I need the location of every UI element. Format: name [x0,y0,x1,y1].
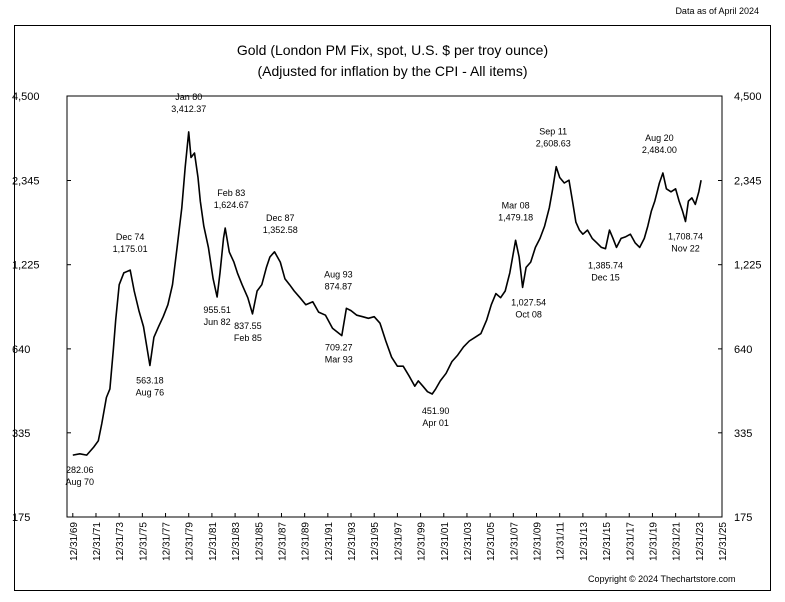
y-tick-label-left: 335 [12,428,30,440]
chart-frame [14,25,771,591]
x-tick-label: 12/31/15 [602,522,613,561]
x-tick-label: 12/31/07 [509,522,520,561]
annotation-date: Dec 74 [116,232,145,242]
x-tick-label: 12/31/95 [370,522,381,561]
x-tick-label: 12/31/17 [625,522,636,561]
annotation-value: 1,175.01 [113,244,148,254]
annotation-value: 1,479.18 [498,212,533,222]
annotation-date: Aug 76 [136,387,165,397]
chart-subtitle: (Adjusted for inflation by the CPI - All… [257,63,528,79]
x-tick-label: 12/31/11 [556,522,567,561]
annotation-value: 282.06 [66,465,94,475]
x-tick-label: 12/31/21 [672,522,683,561]
copyright-note: Copyright © 2024 Thechartstore.com [588,574,736,584]
annotation-value: 451.90 [422,406,450,416]
annotation-date: Jun 82 [204,317,231,327]
annotation-value: 1,027.54 [511,297,546,307]
annotation-date: Sep 11 [539,127,567,137]
annotation-date: Mar 93 [325,355,353,365]
x-tick-label: 12/31/87 [277,522,288,561]
y-tick-label-right: 640 [734,344,752,356]
annotation-value: 837.55 [234,321,262,331]
annotation-value: 955.51 [203,305,231,315]
annotation-value: 2,608.63 [536,139,571,149]
y-tick-label-left: 4,500 [12,91,40,103]
x-tick-label: 12/31/69 [69,522,80,561]
y-tick-label-right: 335 [734,428,752,440]
x-tick-label: 12/31/05 [486,522,497,561]
annotation-date: Jan 80 [175,92,202,102]
annotation-value: 1,352.58 [263,225,298,235]
x-tick-label: 12/31/03 [463,522,474,561]
plot-area [66,95,723,518]
annotation-value: 874.87 [325,281,353,291]
x-tick-label: 12/31/91 [324,522,335,561]
y-tick-label-left: 640 [12,344,30,356]
annotation-value: 3,412.37 [171,104,206,114]
x-tick-label: 12/31/09 [533,522,544,561]
x-axis: 12/31/69 12/31/71 12/31/73 12/31/75 12/31/77… [69,513,729,561]
annotation-value: 563.18 [136,375,164,385]
annotation-date: Feb 83 [217,188,245,198]
y-tick-label-right: 4,500 [734,91,762,103]
series-line [72,131,702,456]
x-tick-label: 12/31/97 [393,522,404,561]
x-tick-label: 12/31/81 [208,522,219,561]
series-layer [72,131,702,456]
annotation-date: Feb 85 [234,333,262,343]
y-tick-label-left: 175 [12,512,30,524]
x-tick-label: 12/31/75 [138,522,149,561]
annotation-date: Dec 15 [591,273,620,283]
x-tick-label: 12/31/83 [231,522,242,561]
x-tick-label: 12/31/01 [440,522,451,561]
annotation-value: 709.27 [325,343,353,353]
x-tick-label: 12/31/79 [185,522,196,561]
x-tick-label: 12/31/73 [115,522,126,561]
annotation-date: Aug 93 [324,269,353,279]
x-tick-label: 12/31/23 [695,522,706,561]
y-tick-label-right: 1,225 [734,260,762,272]
y-tick-label-right: 2,345 [734,176,762,188]
annotation-date: Mar 08 [502,200,530,210]
annotation-date: Dec 87 [266,213,295,223]
annotation-date: Oct 08 [515,309,542,319]
x-tick-label: 12/31/93 [347,522,358,561]
x-tick-label: 12/31/25 [718,522,729,561]
y-axis-left: 175 335 640 1,225 2,345 4,500 [12,91,71,524]
y-tick-label-right: 175 [734,512,752,524]
annotation-date: Aug 20 [645,133,674,143]
x-tick-label: 12/31/89 [301,522,312,561]
annotations-layer: 282.06 Aug 70 Dec 74 1,175.01 563.18 Aug 76 Ja… [65,92,703,487]
x-tick-label: 12/31/85 [254,522,265,561]
x-tick-label: 12/31/99 [417,522,428,561]
data-as-of-note: Data as of April 2024 [675,6,759,16]
annotation-value: 2,484.00 [642,145,677,155]
chart-title: Gold (London PM Fix, spot, U.S. $ per tr… [236,42,549,58]
annotation-value: 1,385.74 [588,261,623,271]
annotation-value: 1,708.74 [668,232,703,242]
annotation-date: Nov 22 [671,244,700,254]
y-axis-right: 175 335 640 1,225 2,345 4,500 [718,91,762,524]
x-tick-label: 12/31/77 [162,522,173,561]
x-tick-label: 12/31/19 [648,522,659,561]
annotation-date: Apr 01 [422,418,449,428]
y-tick-label-left: 1,225 [12,260,40,272]
annotation-value: 1,624.67 [214,200,249,210]
annotation-date: Aug 70 [65,477,94,487]
y-tick-label-left: 2,345 [12,176,40,188]
x-tick-label: 12/31/13 [579,522,590,561]
x-tick-label: 12/31/71 [92,522,103,561]
